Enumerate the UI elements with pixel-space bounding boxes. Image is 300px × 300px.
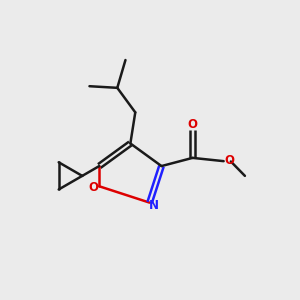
- Text: O: O: [224, 154, 234, 167]
- Text: N: N: [148, 200, 158, 212]
- Text: O: O: [88, 182, 98, 194]
- Text: O: O: [188, 118, 198, 131]
